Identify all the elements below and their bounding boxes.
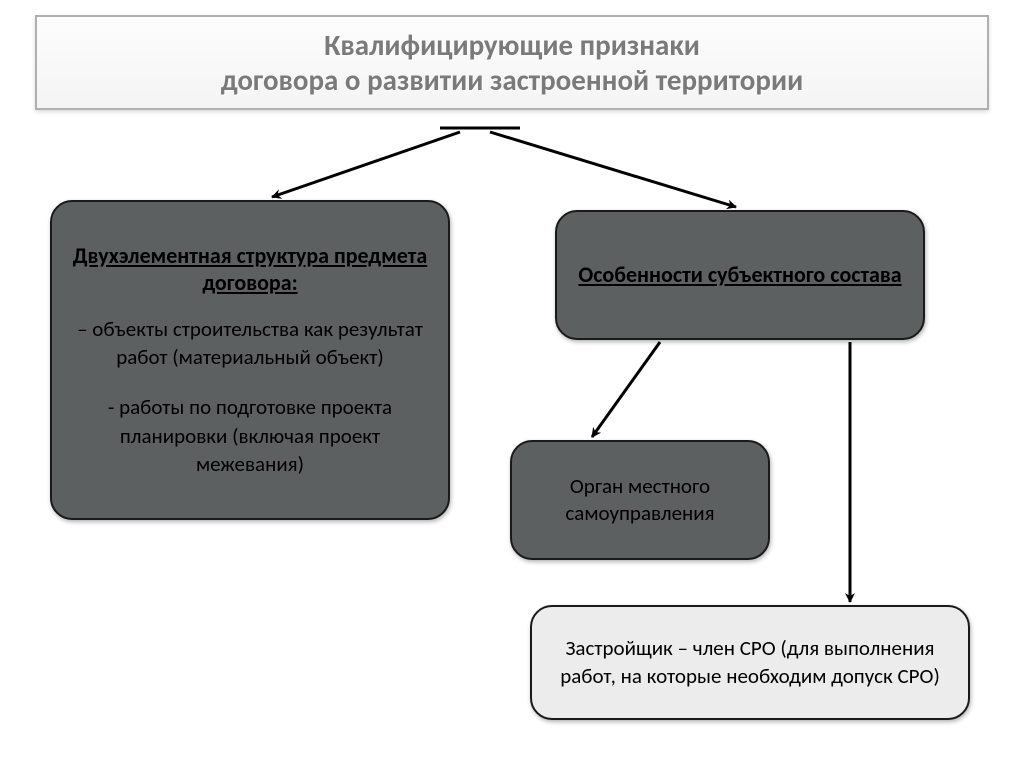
title-line-2: договора о развитии застроенной территор… — [221, 63, 803, 98]
node-left-para2: - работы по подготовке проекта планировк… — [70, 393, 430, 478]
node-left: Двухэлементная структура предмета догово… — [50, 200, 450, 520]
node-right-mid: Орган местного самоуправления — [510, 440, 770, 560]
node-right-bottom: Застройщик – член СРО (для выполнения ра… — [530, 605, 970, 720]
node-right-top-header: Особенности субъектного состава — [578, 261, 901, 289]
node-right-mid-text: Орган местного самоуправления — [530, 473, 750, 528]
node-right-bottom-text: Застройщик – член СРО (для выполнения ра… — [550, 635, 950, 690]
node-right-top: Особенности субъектного состава — [555, 210, 925, 340]
node-left-header: Двухэлементная структура предмета догово… — [70, 242, 430, 297]
node-left-para1: – объекты строительства как результат ра… — [70, 315, 430, 372]
title-box: Квалифицирующие признаки договора о разв… — [35, 15, 989, 110]
title-line-1: Квалифицирующие признаки — [324, 28, 700, 63]
